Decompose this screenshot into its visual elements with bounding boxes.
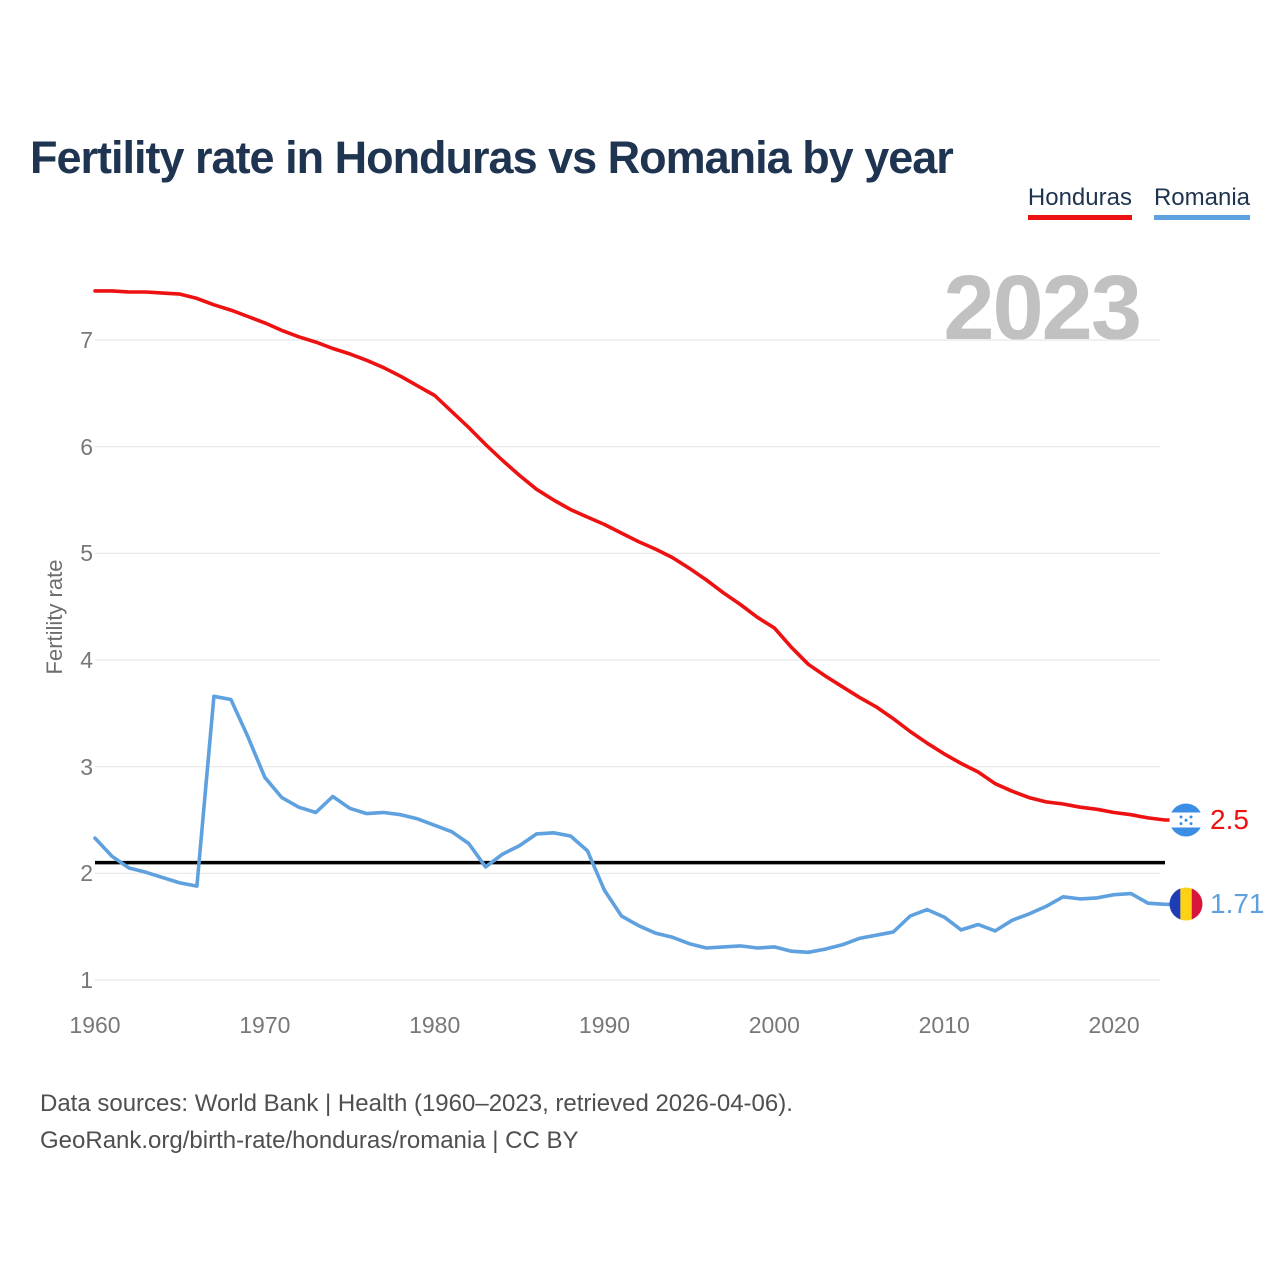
legend-swatch-honduras	[1027, 215, 1132, 220]
x-tick-label-2000: 2000	[748, 1012, 800, 1038]
y-tick-label-1: 1	[80, 967, 93, 993]
legend-swatch-romania	[1153, 215, 1250, 220]
honduras-flag-icon	[1169, 803, 1203, 837]
y-tick-label-2: 2	[80, 860, 93, 887]
y-tick-label-4: 4	[80, 647, 93, 673]
footer: Data sources: World Bank | Health (1960–…	[40, 1085, 793, 1159]
legend: Honduras Romania	[1027, 184, 1250, 220]
y-tick-label-3: 3	[80, 753, 93, 780]
y-tick-label-6: 6	[80, 433, 93, 460]
end-label-romania: 1.71	[1169, 887, 1265, 921]
x-tick-label-2020: 2020	[1088, 1012, 1140, 1038]
footer-line-1: Data sources: World Bank | Health (1960–…	[40, 1090, 793, 1117]
legend-label-honduras: Honduras	[1027, 184, 1132, 211]
end-label-honduras: 2.5	[1169, 803, 1249, 837]
x-tick-label-2010: 2010	[918, 1012, 970, 1038]
romania-flag-icon	[1169, 887, 1203, 921]
legend-item-romania[interactable]: Romania	[1153, 184, 1250, 220]
footer-line-2: GeoRank.org/birth-rate/honduras/romania …	[40, 1127, 579, 1154]
x-tick-label-1960: 1960	[69, 1012, 121, 1038]
x-tick-label-1980: 1980	[409, 1012, 461, 1038]
series-line-honduras[interactable]	[93, 289, 1173, 822]
x-tick-label-1990: 1990	[578, 1012, 631, 1038]
series-line-romania[interactable]	[93, 694, 1173, 955]
y-tick-label-5: 5	[80, 540, 93, 567]
legend-label-romania: Romania	[1153, 184, 1250, 211]
end-value-romania: 1.71	[1210, 888, 1265, 919]
year-watermark: 2023	[943, 257, 1142, 359]
y-tick-label-7: 7	[80, 327, 93, 353]
x-tick-label-1970: 1970	[239, 1012, 291, 1038]
legend-item-honduras[interactable]: Honduras	[1027, 184, 1132, 220]
page-title: Fertility rate in Honduras vs Romania by…	[30, 132, 954, 184]
end-value-honduras: 2.5	[1210, 804, 1249, 835]
